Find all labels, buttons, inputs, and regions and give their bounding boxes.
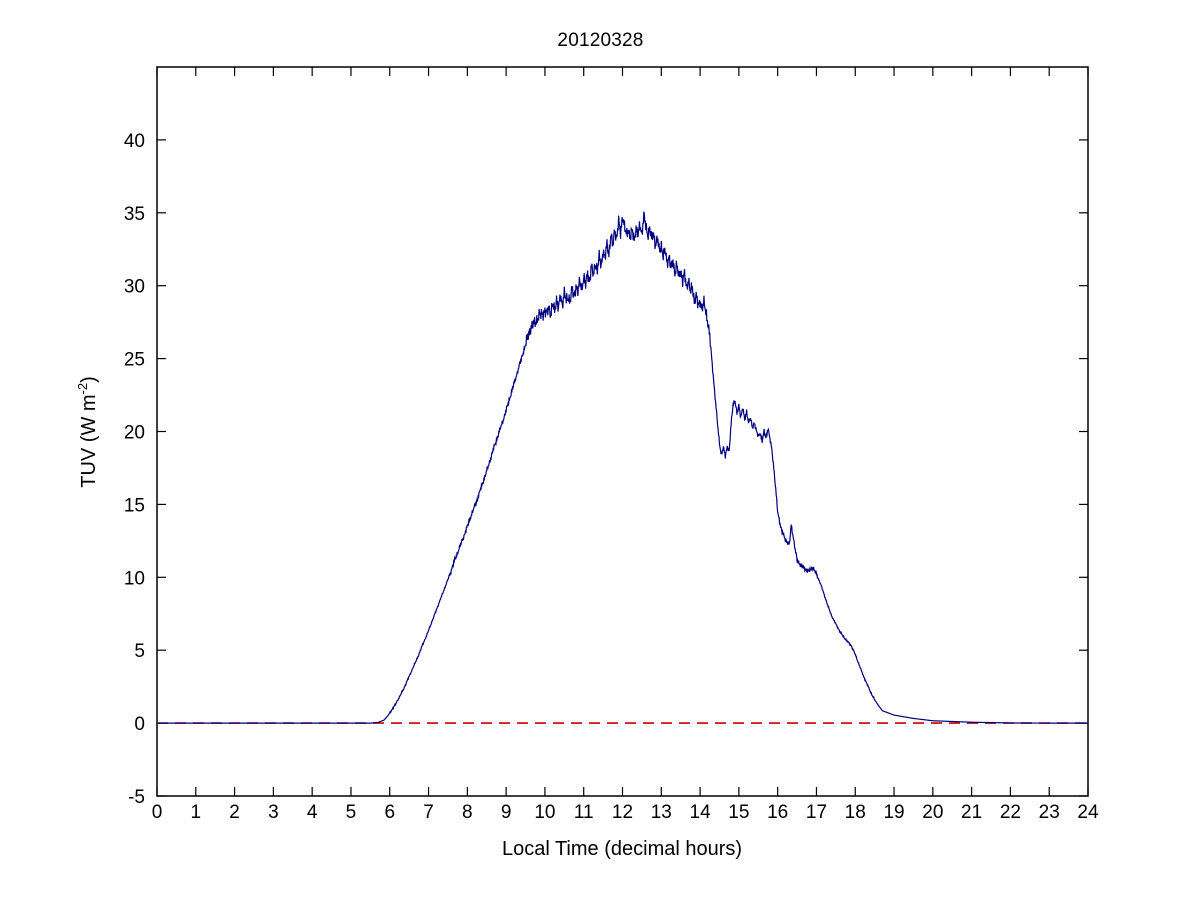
x-tick-label: 12: [612, 802, 633, 823]
chart-title: 20120328: [557, 30, 644, 51]
y-axis-ticks: [157, 139, 1088, 797]
y-tick-label: 35: [124, 204, 145, 225]
y-tick-label: 30: [124, 277, 145, 298]
x-tick-label: 9: [501, 802, 512, 823]
y-axis-label-base: TUV (W m: [78, 394, 100, 487]
x-tick-label: 6: [384, 802, 395, 823]
y-axis-label-close: ): [78, 376, 100, 383]
x-tick-label: 22: [1000, 802, 1021, 823]
x-tick-label: 2: [229, 802, 240, 823]
x-tick-label: 23: [1039, 802, 1060, 823]
x-tick-label: 21: [961, 802, 982, 823]
x-tick-label: 14: [690, 802, 712, 823]
y-axis-tick-labels: -5 0 5 10 15 20 25 30 35 40: [124, 131, 145, 808]
x-tick-label: 15: [728, 802, 749, 823]
x-axis-ticks: [156, 67, 1089, 796]
x-tick-label: 19: [883, 802, 904, 823]
x-tick-label: 10: [534, 802, 555, 823]
y-tick-label: 10: [124, 568, 145, 589]
y-tick-label: 5: [134, 641, 145, 662]
x-tick-label: 17: [806, 802, 827, 823]
y-axis-label-exponent: -2: [75, 383, 90, 395]
y-tick-label: 20: [124, 423, 145, 444]
x-tick-label: 11: [574, 802, 594, 823]
svg-text:TUV (W m-2): TUV (W m-2): [75, 376, 100, 488]
x-tick-label: 4: [307, 802, 318, 823]
x-tick-label: 20: [922, 802, 943, 823]
y-tick-label: 15: [124, 495, 145, 516]
plot-box: [156, 66, 1089, 797]
x-tick-label: 7: [423, 802, 434, 823]
y-axis-label: TUV (W m-2): [75, 376, 100, 488]
x-tick-label: 8: [462, 802, 473, 823]
y-tick-label: -5: [128, 787, 145, 808]
y-tick-label: 0: [134, 714, 145, 735]
x-tick-label: 24: [1077, 802, 1099, 823]
x-tick-label: 3: [268, 802, 279, 823]
x-axis-tick-labels: 0 1 2 3 4 5 6 7 8 9 10 11 12 13 14 15 16 17 18 19 20 21 22 23 24: [152, 802, 1099, 823]
x-tick-label: 13: [651, 802, 672, 823]
tuv-data-series: [157, 211, 1088, 724]
y-tick-label: 25: [124, 350, 145, 371]
x-tick-label: 16: [767, 802, 788, 823]
x-axis-label: Local Time (decimal hours): [502, 838, 742, 860]
x-tick-label: 0: [152, 802, 163, 823]
x-tick-label: 18: [845, 802, 866, 823]
x-tick-label: 1: [191, 802, 202, 823]
y-tick-label: 40: [124, 131, 145, 152]
x-tick-label: 5: [346, 802, 357, 823]
